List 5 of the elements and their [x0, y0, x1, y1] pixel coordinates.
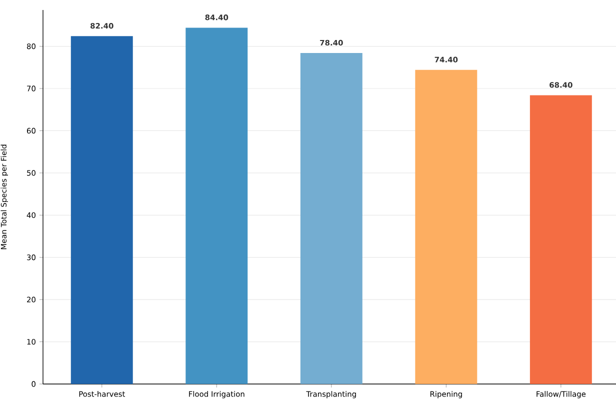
bar	[530, 95, 592, 384]
bar	[70, 36, 133, 384]
bar	[186, 28, 248, 384]
bar	[415, 70, 478, 384]
bar	[300, 53, 362, 384]
